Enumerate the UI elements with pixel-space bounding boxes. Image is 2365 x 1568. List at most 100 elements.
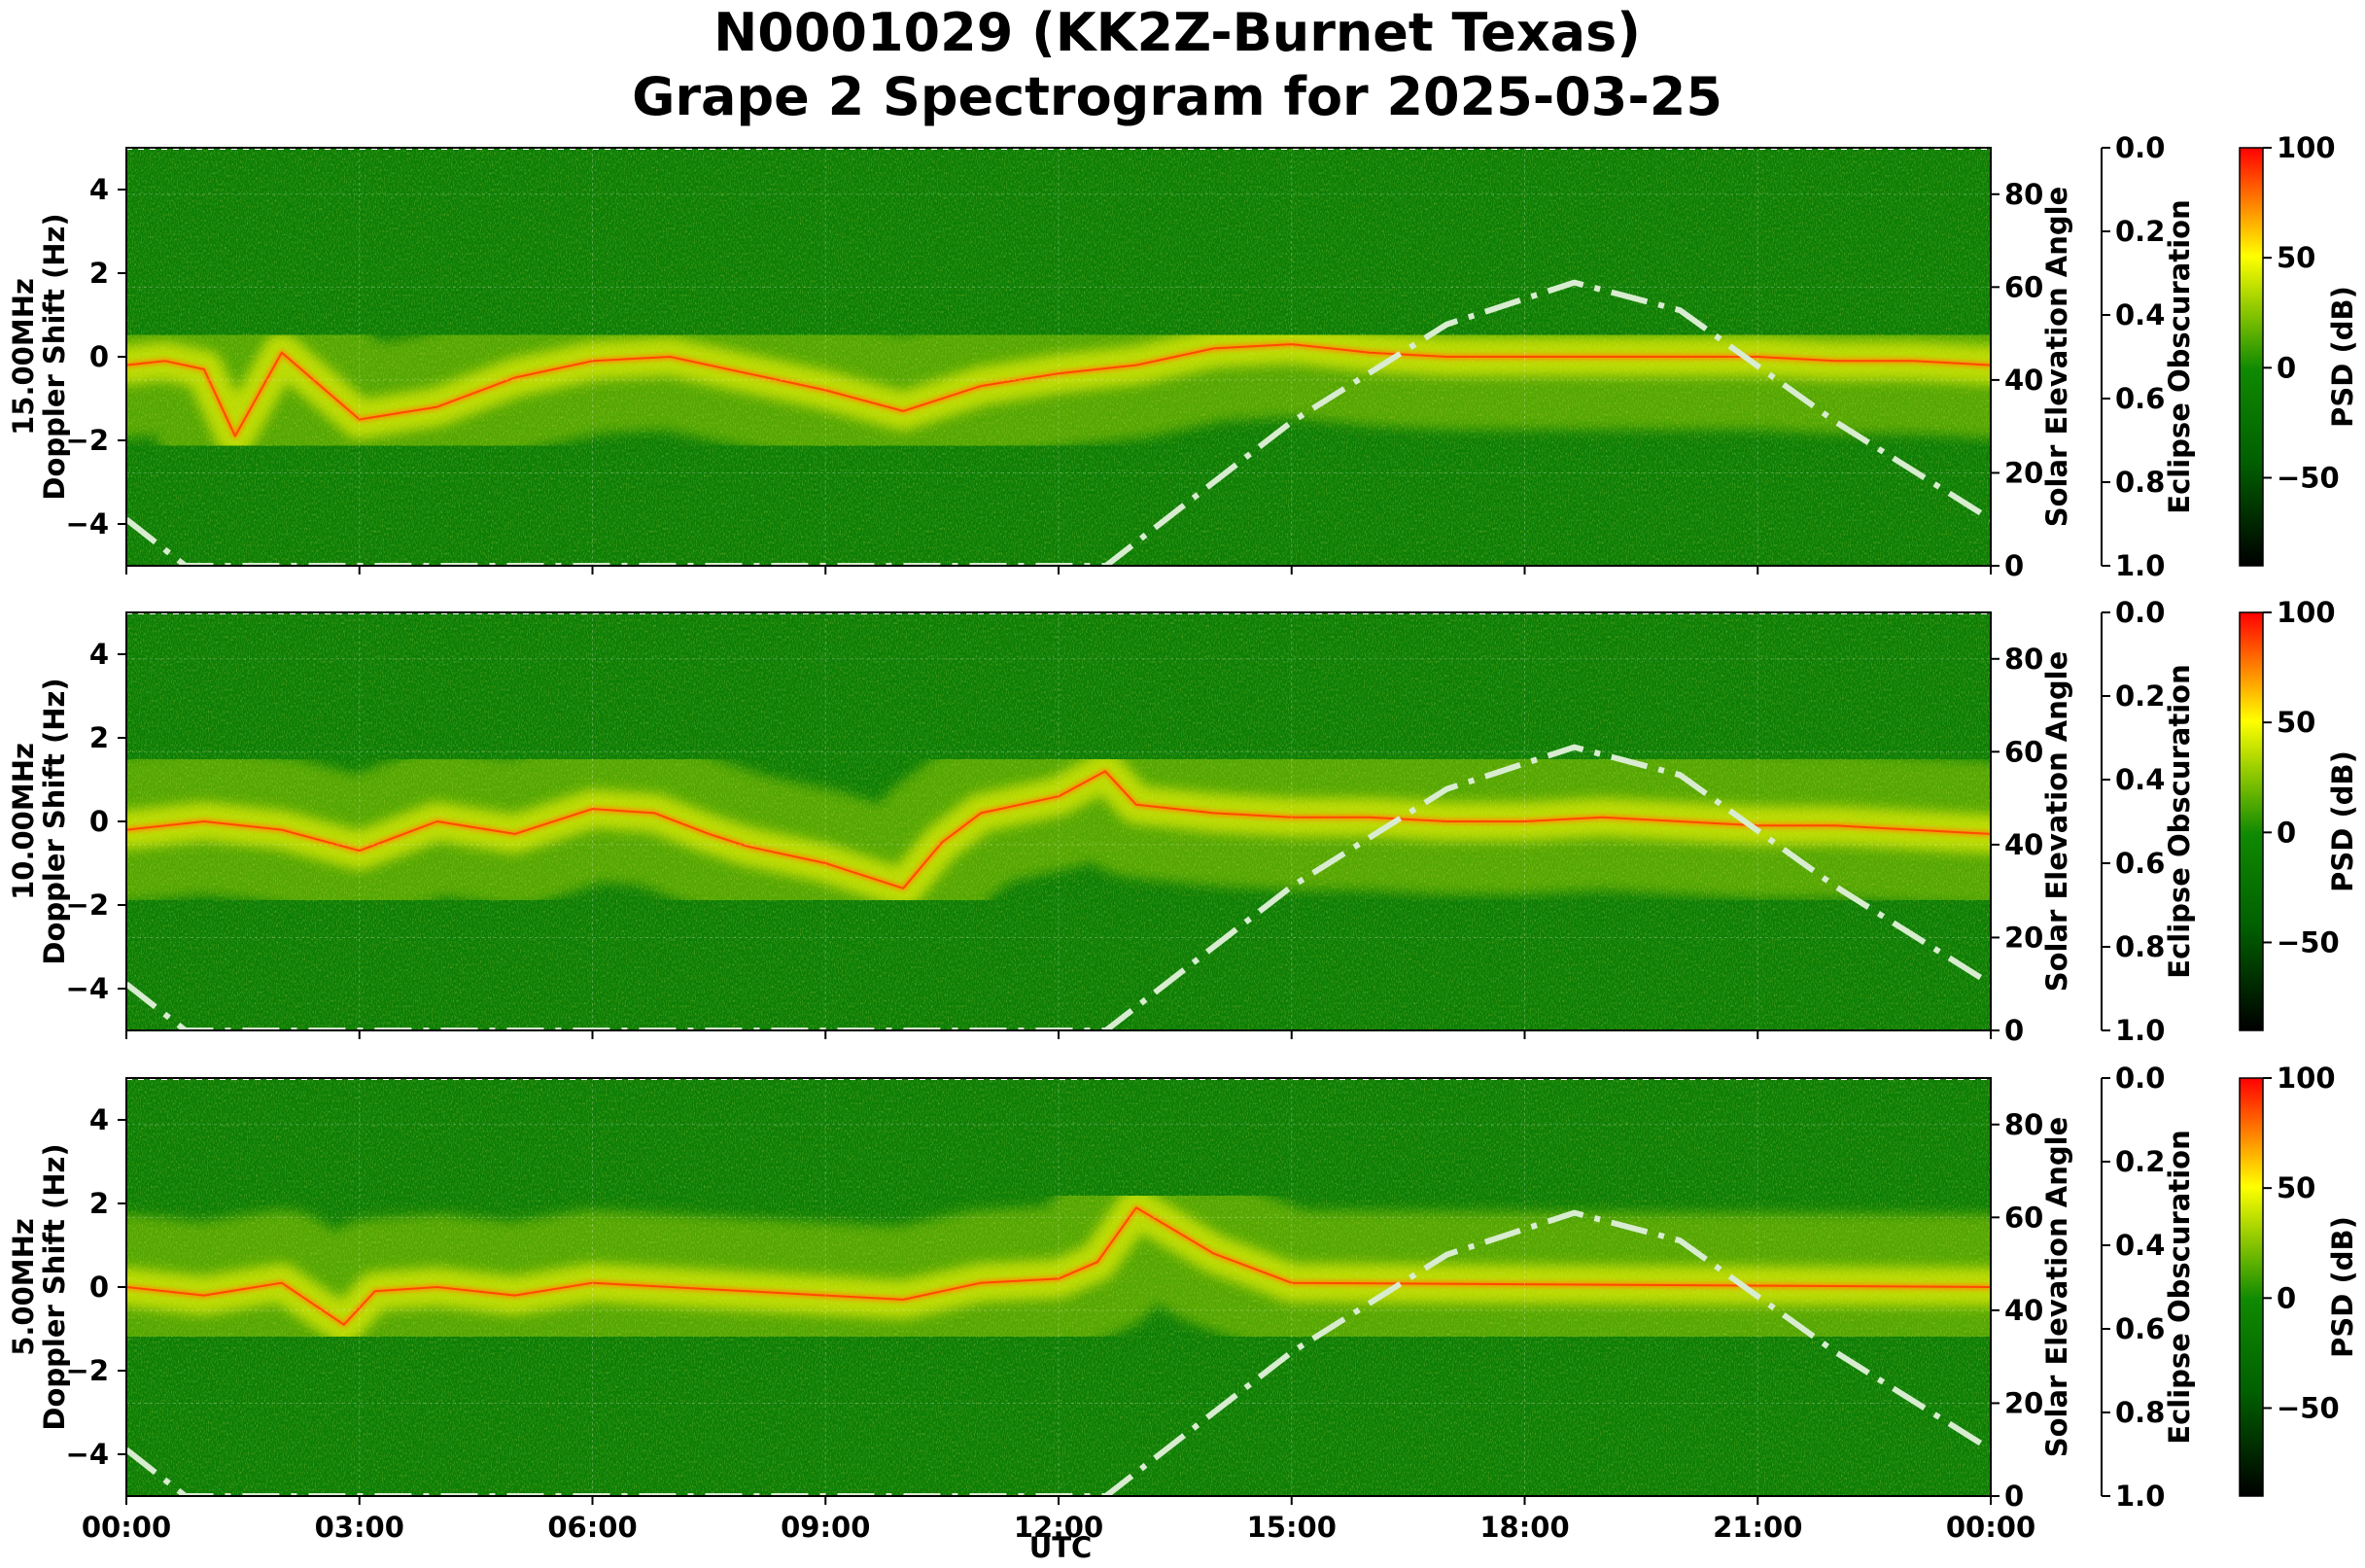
x-tick-label: 18:00 xyxy=(1479,1511,1569,1544)
solar-elevation-curve xyxy=(126,744,1991,1030)
eclipse-axis-label: Eclipse Obscuration xyxy=(2163,199,2196,513)
solar-tick-label: 20 xyxy=(2004,456,2043,489)
eclipse-tick-label: 0.8 xyxy=(2115,466,2165,499)
doppler-tick-label: 2 xyxy=(89,257,109,290)
x-tick-label: 06:00 xyxy=(547,1511,637,1544)
solar-tick-label: 40 xyxy=(2004,1294,2043,1327)
solar-tick-label: 0 xyxy=(2004,549,2024,582)
solar-tick-label: 60 xyxy=(2004,270,2043,303)
figure-title-line2: Grape 2 Spectrogram for 2025-03-25 xyxy=(632,66,1722,127)
eclipse-tick-label: 0.0 xyxy=(2115,1062,2165,1095)
spectrogram-area-2 xyxy=(126,1078,1991,1496)
doppler-axis-label: Doppler Shift (Hz) xyxy=(38,213,71,500)
carrier-trace-line xyxy=(126,343,1991,437)
solar-axis-label: Solar Elevation Angle xyxy=(2040,651,2073,993)
eclipse-tick-label: 0.8 xyxy=(2115,1396,2165,1429)
psd-tick-label: 50 xyxy=(2277,706,2315,739)
doppler-tick-label: 0 xyxy=(89,340,109,373)
doppler-tick-label: 2 xyxy=(89,1187,109,1220)
x-tick-label: 09:00 xyxy=(781,1511,870,1544)
solar-tick-label: 20 xyxy=(2004,921,2043,954)
x-tick-label: 12:00 xyxy=(1014,1511,1103,1544)
eclipse-tick-label: 0.4 xyxy=(2115,298,2165,331)
eclipse-tick-label: 0.6 xyxy=(2115,847,2165,880)
solar-tick-label: 0 xyxy=(2004,1014,2024,1047)
solar-tick-label: 60 xyxy=(2004,735,2043,768)
doppler-tick-label: −4 xyxy=(66,972,109,1005)
x-tick-label: 15:00 xyxy=(1247,1511,1337,1544)
psd-tick-label: 100 xyxy=(2277,1062,2336,1095)
doppler-tick-label: 0 xyxy=(89,805,109,838)
eclipse-tick-label: 0.4 xyxy=(2115,1229,2165,1262)
solar-tick-label: 40 xyxy=(2004,828,2043,861)
solar-tick-label: 80 xyxy=(2004,1108,2043,1141)
psd-tick-label: −50 xyxy=(2277,1391,2340,1424)
solar-tick-label: 20 xyxy=(2004,1386,2043,1419)
doppler-tick-label: −4 xyxy=(66,1438,109,1471)
eclipse-tick-label: 0.6 xyxy=(2115,382,2165,415)
doppler-axis-label: Doppler Shift (Hz) xyxy=(38,1143,71,1430)
doppler-axis-label: Doppler Shift (Hz) xyxy=(38,678,71,964)
psd-tick-label: −50 xyxy=(2277,925,2340,958)
psd-axis-label: PSD (dB) xyxy=(2326,750,2359,892)
x-tick-label: 03:00 xyxy=(315,1511,404,1544)
psd-tick-label: 100 xyxy=(2277,131,2336,164)
doppler-tick-label: 4 xyxy=(89,638,109,671)
psd-axis-label: PSD (dB) xyxy=(2326,1216,2359,1358)
panel-frequency-label: 5.00MHz xyxy=(7,1218,40,1356)
spectrogram-area-1 xyxy=(126,612,1991,1030)
doppler-tick-label: −2 xyxy=(66,1354,109,1387)
solar-elevation-curve xyxy=(126,279,1991,566)
x-tick-label: 00:00 xyxy=(1946,1511,2035,1544)
psd-tick-label: 100 xyxy=(2277,596,2336,629)
eclipse-tick-label: 1.0 xyxy=(2115,1480,2165,1513)
psd-tick-label: 0 xyxy=(2277,351,2296,384)
psd-tick-label: −50 xyxy=(2277,461,2340,494)
carrier-trace-line xyxy=(126,770,1991,889)
x-axis-label: UTC xyxy=(1029,1531,1093,1564)
doppler-tick-label: 0 xyxy=(89,1271,109,1304)
doppler-tick-label: −4 xyxy=(66,507,109,540)
doppler-tick-label: 2 xyxy=(89,721,109,754)
solar-axis-label: Solar Elevation Angle xyxy=(2040,1117,2073,1458)
doppler-tick-label: 4 xyxy=(89,173,109,206)
eclipse-tick-label: 1.0 xyxy=(2115,1014,2165,1047)
solar-tick-label: 80 xyxy=(2004,643,2043,676)
eclipse-axis-label: Eclipse Obscuration xyxy=(2163,1130,2196,1444)
eclipse-tick-label: 0.4 xyxy=(2115,763,2165,796)
figure-title-line1: N0001029 (KK2Z-Burnet Texas) xyxy=(713,2,1641,63)
panel-frequency-label: 10.00MHz xyxy=(7,743,40,900)
solar-tick-label: 80 xyxy=(2004,178,2043,211)
psd-colorbar xyxy=(2239,1077,2264,1497)
doppler-tick-label: 4 xyxy=(89,1103,109,1136)
solar-tick-label: 0 xyxy=(2004,1480,2024,1513)
eclipse-tick-label: 0.0 xyxy=(2115,596,2165,629)
psd-tick-label: 50 xyxy=(2277,241,2315,274)
solar-axis-label: Solar Elevation Angle xyxy=(2040,187,2073,528)
doppler-tick-label: −2 xyxy=(66,889,109,922)
eclipse-axis-label: Eclipse Obscuration xyxy=(2163,664,2196,978)
psd-tick-label: 0 xyxy=(2277,1281,2296,1314)
eclipse-tick-label: 0.2 xyxy=(2115,215,2165,248)
eclipse-tick-label: 0.2 xyxy=(2115,1145,2165,1178)
eclipse-tick-label: 0.6 xyxy=(2115,1312,2165,1345)
x-tick-label: 21:00 xyxy=(1713,1511,1802,1544)
psd-tick-label: 0 xyxy=(2277,816,2296,849)
psd-axis-label: PSD (dB) xyxy=(2326,286,2359,428)
eclipse-tick-label: 1.0 xyxy=(2115,549,2165,582)
solar-tick-label: 40 xyxy=(2004,364,2043,397)
eclipse-tick-label: 0.8 xyxy=(2115,930,2165,963)
x-tick-label: 00:00 xyxy=(82,1511,171,1544)
eclipse-tick-label: 0.2 xyxy=(2115,679,2165,713)
spectrogram-area-0 xyxy=(126,148,1991,566)
psd-colorbar xyxy=(2239,611,2264,1031)
doppler-tick-label: −2 xyxy=(66,424,109,457)
psd-colorbar xyxy=(2239,147,2264,567)
psd-tick-label: 50 xyxy=(2277,1171,2315,1204)
solar-elevation-curve xyxy=(126,1209,1991,1496)
